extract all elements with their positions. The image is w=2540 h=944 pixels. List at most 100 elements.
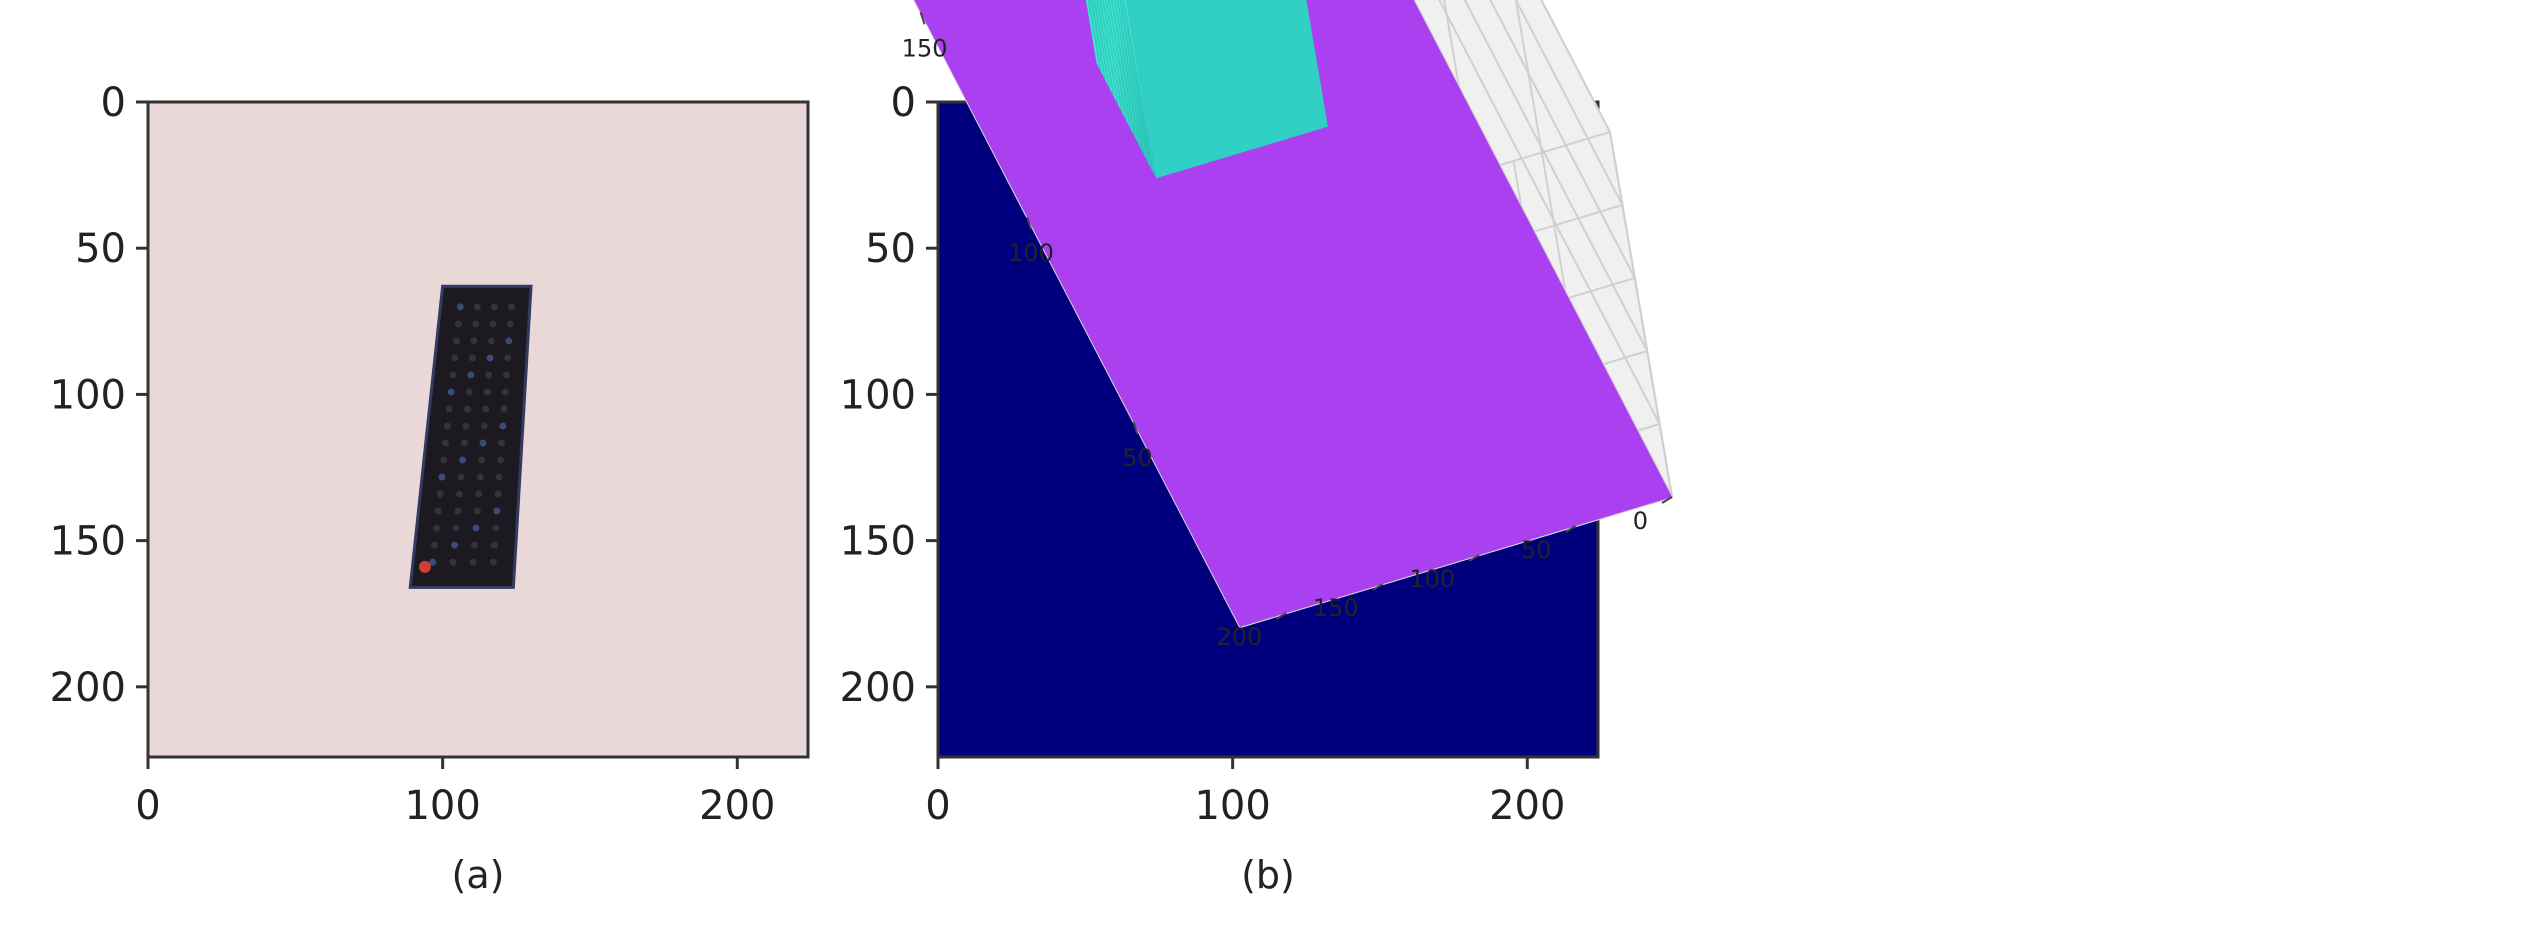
remote-button — [473, 303, 481, 311]
remote-button — [489, 320, 497, 328]
remote-button — [467, 371, 475, 379]
remote-button — [440, 456, 448, 464]
remote-button — [504, 354, 512, 362]
y-tick-label: 50 — [1122, 444, 1153, 472]
grid-line — [1489, 0, 1636, 279]
remote-button — [470, 337, 478, 345]
remote-button — [472, 320, 480, 328]
plateau-streak — [1093, 0, 1111, 89]
y-tick-label: 100 — [50, 372, 126, 418]
y-tick-label: 0 — [101, 80, 126, 126]
y-tick-mark — [919, 11, 926, 25]
remote-button — [457, 473, 465, 481]
surface-floor — [914, 0, 1672, 627]
y-tick-mark — [1026, 216, 1033, 230]
panel-c-surface3d: 050100150200501001502000.00.20.40.60.81.… — [902, 0, 1674, 651]
remote-button — [459, 456, 467, 464]
plateau-streak — [1107, 0, 1132, 130]
remote-button — [489, 558, 497, 566]
remote-outline — [409, 285, 533, 589]
remote-button — [465, 388, 473, 396]
remote-button — [506, 320, 514, 328]
remote-button — [502, 371, 510, 379]
x-tick-label: 100 — [1194, 783, 1270, 829]
x-tick-label: 0 — [925, 783, 950, 829]
plateau-streak — [1116, 0, 1145, 154]
remote-button — [451, 354, 459, 362]
remote-button — [479, 439, 487, 447]
x-tick-mark — [1661, 496, 1673, 504]
y-tick-label: 0 — [891, 80, 916, 126]
remote-button — [456, 303, 464, 311]
x-tick-label: 0 — [1633, 507, 1648, 535]
remote-button — [475, 490, 483, 498]
x-tick-label: 0 — [135, 783, 160, 829]
plateau-streak — [1113, 0, 1141, 146]
remote-button — [460, 439, 468, 447]
remote-button — [494, 490, 502, 498]
y-tick-label: 50 — [75, 226, 126, 272]
remote-button — [453, 337, 461, 345]
3d-axis-ticks: 050100150200501001502000.00.20.40.60.81.… — [902, 11, 1673, 651]
plateau-streak — [1119, 0, 1149, 163]
plateau-streak — [1099, 0, 1119, 105]
surface-plateau — [1085, 0, 1328, 179]
remote-button — [473, 507, 481, 515]
remote-control-object — [408, 284, 533, 589]
y-tick-label: 100 — [1008, 239, 1054, 267]
remote-button — [472, 524, 480, 532]
remote-button — [449, 558, 457, 566]
remote-button — [462, 422, 470, 430]
y-tick-label: 200 — [50, 665, 126, 711]
remote-button — [429, 558, 437, 566]
axis-ticks: 0 100 200 0 50 100 150 200 — [840, 80, 1566, 829]
remote-button — [501, 388, 509, 396]
x-tick-label: 100 — [1409, 565, 1455, 593]
remote-button — [432, 524, 440, 532]
remote-button — [452, 524, 460, 532]
remote-button — [443, 422, 451, 430]
remote-button — [436, 490, 444, 498]
x-tick-mark — [1372, 583, 1384, 591]
y-tick-label: 200 — [840, 665, 916, 711]
remote-button — [442, 439, 450, 447]
remote-button — [454, 507, 462, 515]
plateau-streak — [1090, 0, 1107, 81]
y-tick-label: 150 — [50, 519, 126, 565]
grid-line — [1463, 0, 1649, 352]
y-tick-label: 150 — [902, 34, 948, 62]
remote-button — [476, 473, 484, 481]
remote-button — [499, 422, 507, 430]
remote-button — [469, 558, 477, 566]
remote-button — [487, 337, 495, 345]
grid-line — [1514, 0, 1567, 293]
remote-button — [496, 456, 504, 464]
x-tick-mark — [1275, 612, 1287, 620]
x-tick-label: 150 — [1313, 594, 1359, 622]
remote-button — [505, 337, 513, 345]
remote-button — [445, 405, 453, 413]
remote-button — [454, 320, 462, 328]
remote-button — [486, 354, 494, 362]
remote-button — [468, 354, 476, 362]
remote-button — [431, 541, 439, 549]
x-tick-mark — [1468, 554, 1480, 562]
remote-button — [434, 507, 442, 515]
remote-button — [480, 422, 488, 430]
remote-button — [471, 541, 479, 549]
y-tick-label: 150 — [840, 519, 916, 565]
remote-button — [451, 541, 459, 549]
axis-ticks: 0 100 200 0 50 100 150 200 — [50, 80, 776, 829]
x-tick-label: 100 — [404, 783, 480, 829]
remote-button — [482, 405, 490, 413]
x-tick-label: 200 — [1489, 783, 1565, 829]
remote-button — [449, 371, 457, 379]
remote-button — [493, 507, 501, 515]
remote-button — [447, 388, 455, 396]
plateau-streak — [1110, 0, 1136, 138]
grid-line — [1514, 0, 1624, 206]
plateau-streak — [1104, 0, 1128, 122]
x-tick-label: 200 — [699, 783, 775, 829]
panel-a-photo: 0 100 200 0 50 100 150 200 (a) — [50, 80, 810, 897]
